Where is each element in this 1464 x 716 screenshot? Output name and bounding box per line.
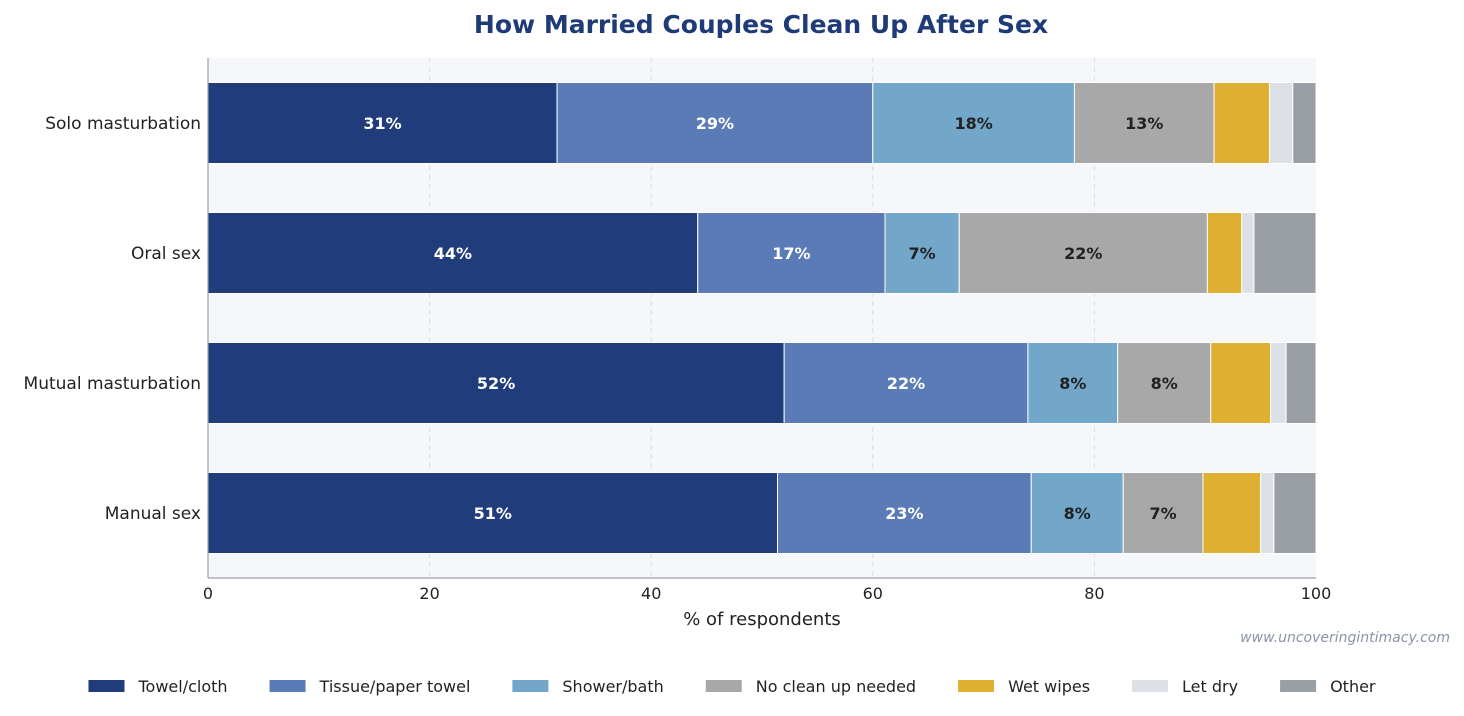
- legend-swatch: [269, 680, 306, 692]
- category-labels: Solo masturbation Oral sex Mutual masturba…: [24, 114, 201, 524]
- bar-value-label: 8%: [1151, 374, 1178, 393]
- bar-row: 51% 23% 8% 7%: [207, 472, 1317, 554]
- bar-value-label: 17%: [772, 244, 810, 263]
- x-tick-label: 100: [1301, 584, 1332, 603]
- bar-value-label: 31%: [363, 114, 401, 133]
- bar-segment: [1253, 212, 1317, 294]
- legend-label: Other: [1330, 677, 1376, 696]
- bar-row: 44% 17% 7% 22%: [207, 212, 1317, 294]
- bar-segment: [1117, 342, 1212, 424]
- bar-segment: [207, 472, 779, 554]
- category-label: Mutual masturbation: [24, 374, 201, 394]
- bar-value-label: 18%: [954, 114, 992, 133]
- legend-swatch: [705, 680, 742, 692]
- legend-item: Shower/bath: [512, 677, 664, 696]
- x-tick-labels: 0 20 40 60 80 100: [203, 584, 1331, 603]
- legend: Towel/cloth Tissue/paper towel Shower/bath…: [88, 677, 1376, 696]
- bar-segment: [1292, 82, 1317, 164]
- bar-segment: [884, 212, 960, 294]
- legend-swatch: [512, 680, 549, 692]
- bar-segment: [697, 212, 886, 294]
- legend-item: Let dry: [1132, 677, 1238, 696]
- bar-segment: [1268, 82, 1294, 164]
- x-tick-label: 20: [419, 584, 439, 603]
- bar-segment: [1213, 82, 1270, 164]
- legend-swatch: [88, 680, 125, 692]
- bar-segment: [1202, 472, 1262, 554]
- bar-value-label: 7%: [1150, 504, 1177, 523]
- legend-item: No clean up needed: [705, 677, 916, 696]
- bar-value-label: 29%: [696, 114, 734, 133]
- legend-swatch: [958, 680, 995, 692]
- legend-item: Towel/cloth: [88, 677, 228, 696]
- bar-segment: [207, 82, 558, 164]
- category-label: Manual sex: [105, 504, 201, 524]
- bar-value-label: 51%: [474, 504, 512, 523]
- bar-value-label: 7%: [909, 244, 936, 263]
- bar-value-label: 23%: [885, 504, 923, 523]
- bar-value-label: 8%: [1059, 374, 1086, 393]
- bar-value-label: 52%: [477, 374, 515, 393]
- axes: [207, 58, 1316, 579]
- bar-segment: [1273, 472, 1317, 554]
- bar-segment: [1260, 472, 1275, 554]
- legend-label: No clean up needed: [756, 677, 916, 696]
- legend-label: Tissue/paper towel: [319, 677, 471, 696]
- bar-segment: [1241, 212, 1255, 294]
- bar-segment: [1270, 342, 1287, 424]
- legend-swatch: [1280, 680, 1317, 692]
- bar-segment: [1285, 342, 1317, 424]
- legend-label: Towel/cloth: [137, 677, 227, 696]
- bar-segment: [783, 342, 1029, 424]
- bar-value-label: 22%: [1064, 244, 1102, 263]
- bar-segment: [872, 82, 1075, 164]
- bar-value-label: 44%: [434, 244, 472, 263]
- bar-value-label: 13%: [1125, 114, 1163, 133]
- chart-title: How Married Couples Clean Up After Sex: [474, 10, 1048, 39]
- bar-segment: [207, 342, 785, 424]
- bar-segment: [1206, 212, 1243, 294]
- legend-label: Let dry: [1182, 677, 1238, 696]
- x-tick-label: 40: [641, 584, 661, 603]
- x-tick-label: 60: [863, 584, 883, 603]
- bar-value-label: 8%: [1064, 504, 1091, 523]
- legend-item: Tissue/paper towel: [269, 677, 471, 696]
- x-axis-title: % of respondents: [683, 609, 841, 630]
- source-credit: www.uncoveringintimacy.com: [1240, 630, 1450, 646]
- bar-segment: [1073, 82, 1215, 164]
- bar-row: 31% 29% 18% 13%: [207, 82, 1317, 164]
- legend-item: Other: [1280, 677, 1376, 696]
- x-tick-label: 80: [1084, 584, 1104, 603]
- bar-segment: [207, 212, 699, 294]
- bar-value-label: 22%: [887, 374, 925, 393]
- bars: 31% 29% 18% 13% 44% 17% 7% 22% 52% 22% 8% 8% 51% 23% 8…: [207, 82, 1317, 554]
- x-tick-label: 0: [203, 584, 213, 603]
- category-label: Oral sex: [131, 244, 201, 264]
- bar-row: 52% 22% 8% 8%: [207, 342, 1317, 424]
- legend-label: Shower/bath: [562, 677, 663, 696]
- bar-segment: [1027, 342, 1119, 424]
- category-label: Solo masturbation: [45, 114, 201, 134]
- legend-label: Wet wipes: [1008, 677, 1090, 696]
- legend-item: Wet wipes: [958, 677, 1090, 696]
- legend-swatch: [1132, 680, 1169, 692]
- bar-segment: [1030, 472, 1124, 554]
- bar-segment: [1210, 342, 1272, 424]
